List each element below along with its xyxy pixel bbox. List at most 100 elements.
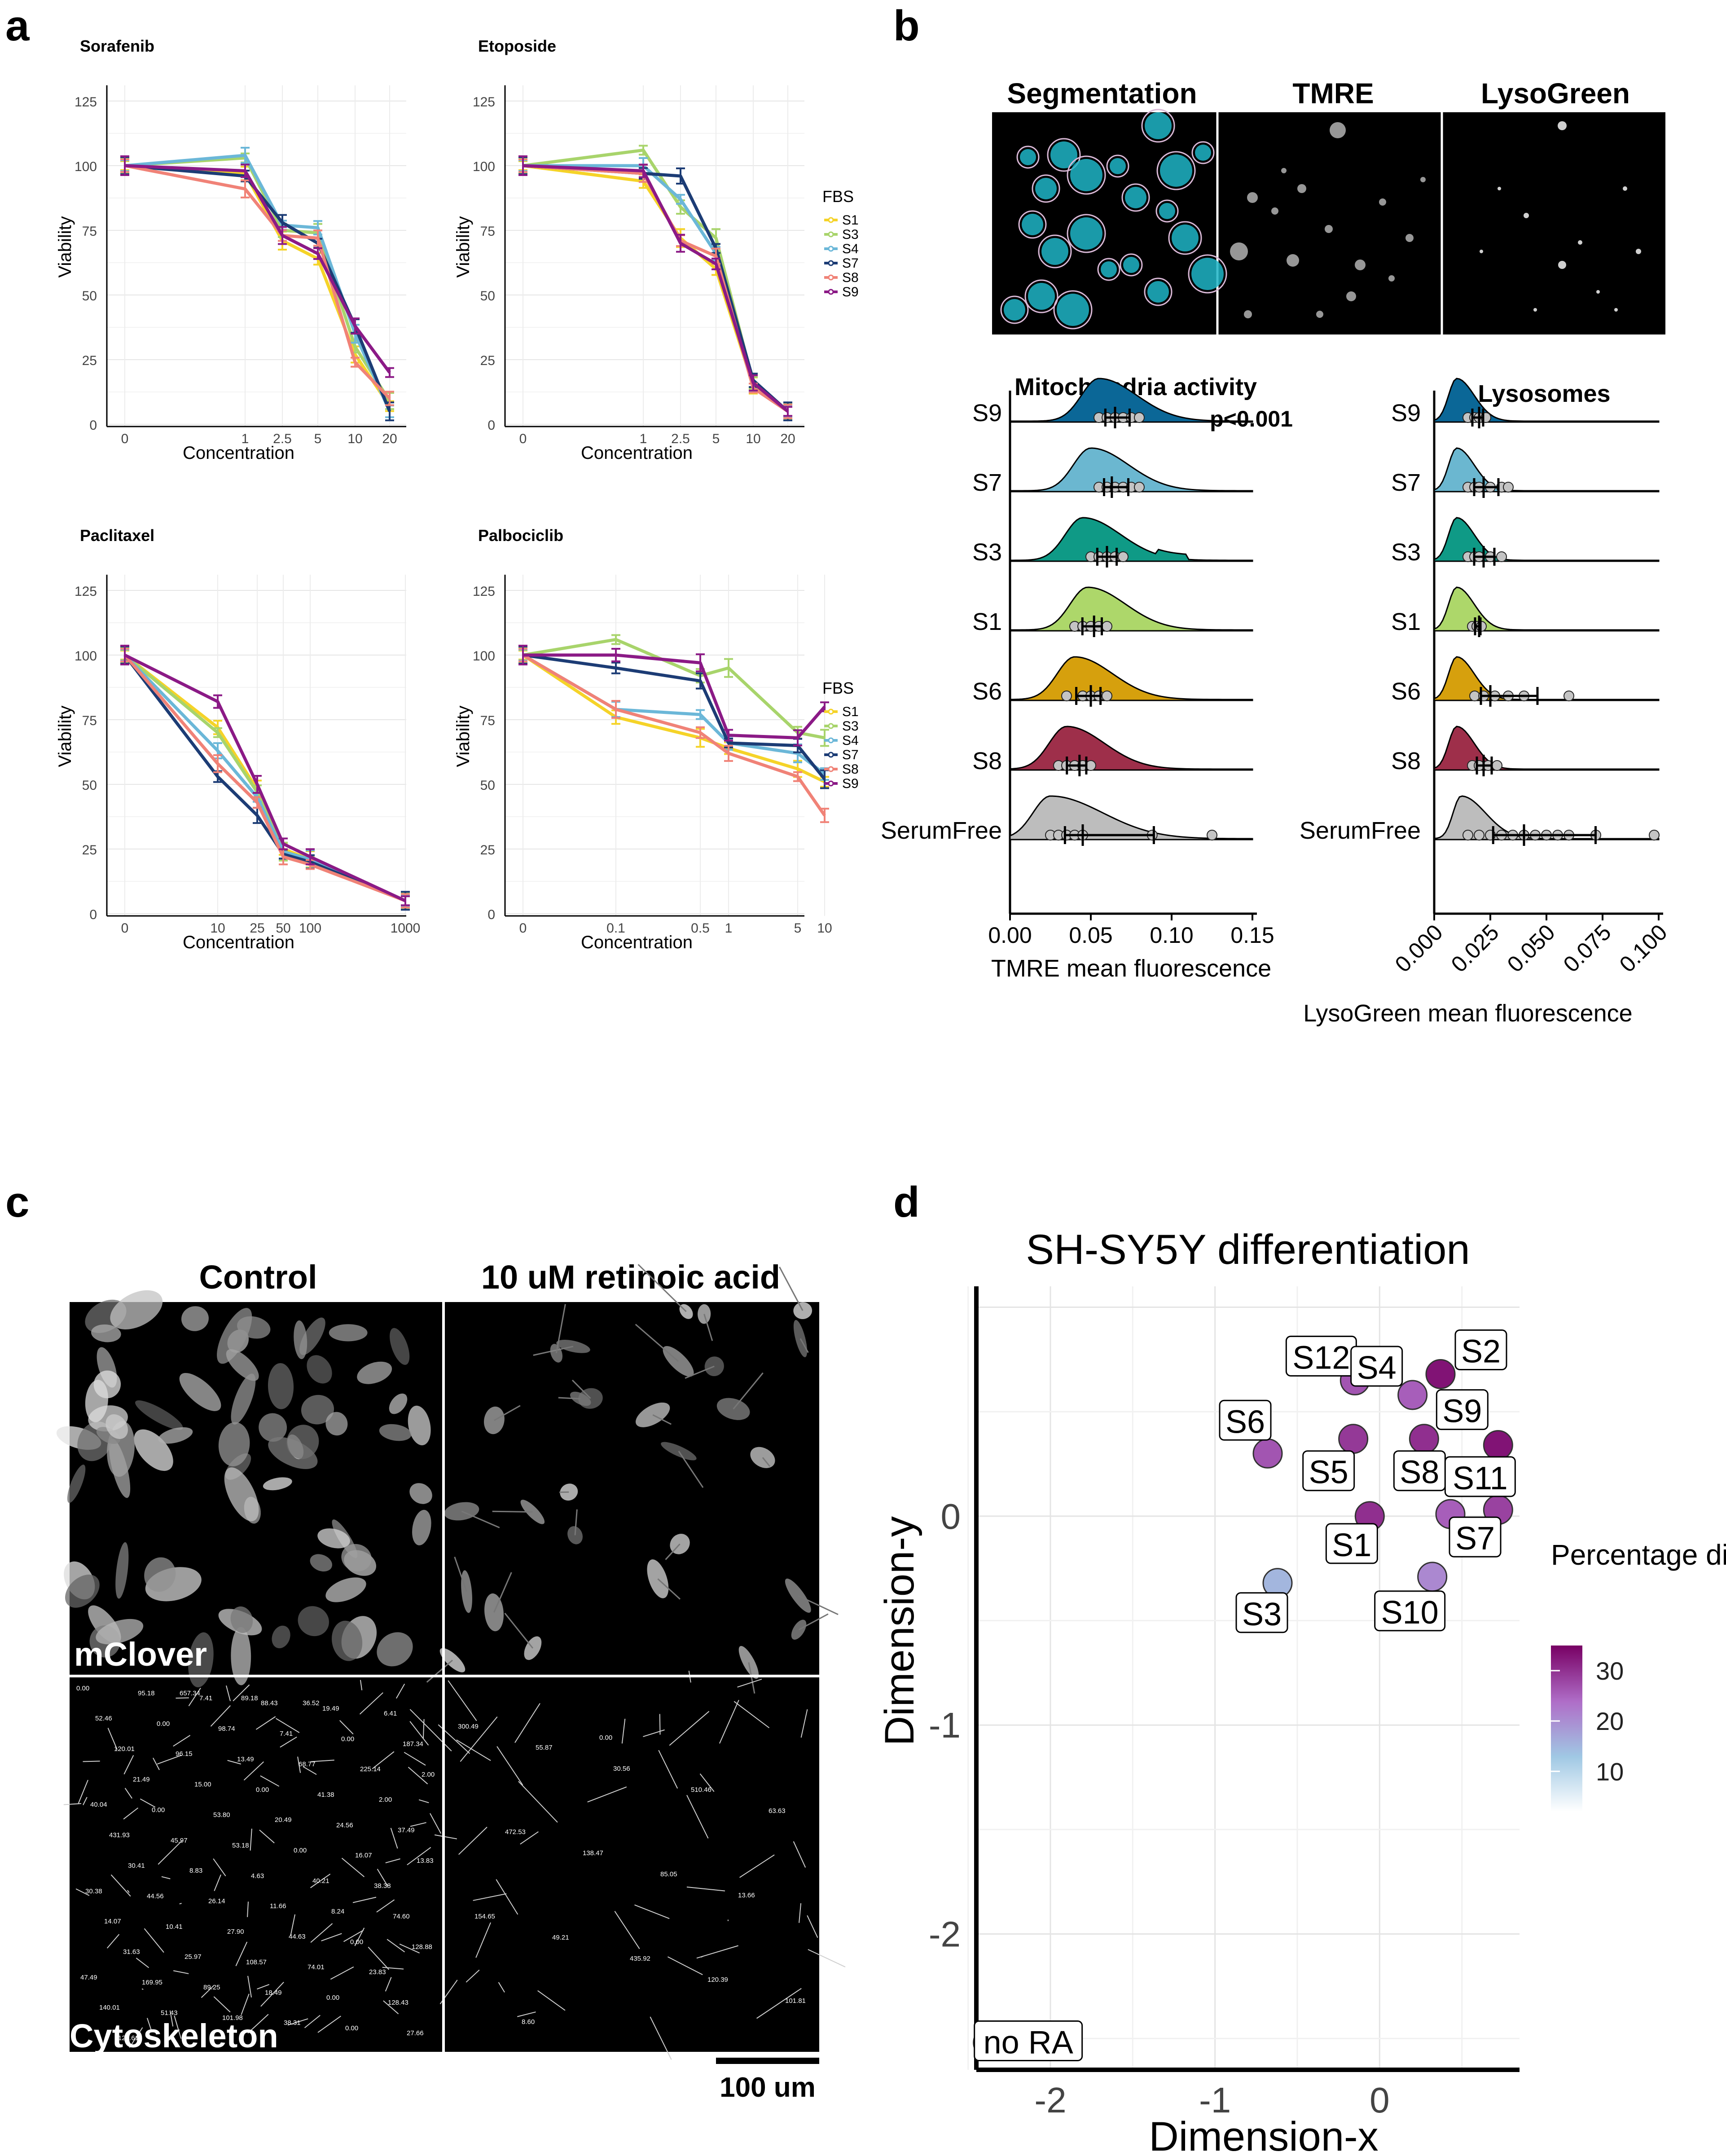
segmented-nucleus [1159, 203, 1175, 219]
skeleton-length-label: 30.41 [128, 1862, 145, 1870]
x-axis-label: Concentration [183, 933, 294, 952]
segmented-nucleus [1070, 159, 1102, 191]
skeleton-length-label: 47.49 [80, 1974, 97, 1981]
lysogreen-spot [1524, 213, 1529, 218]
y-tick-label: 50 [480, 289, 495, 304]
ridge-group-label: S1 [1391, 608, 1421, 635]
point-label: no RA [984, 2025, 1073, 2061]
mclover-cell [144, 1557, 176, 1592]
ridge-group-label: SerumFree [1300, 817, 1421, 844]
skeleton-length-label: 85.05 [660, 1870, 677, 1878]
replicate-point [1118, 551, 1129, 562]
y-axis-label: Viability [55, 705, 75, 767]
point-label: S6 [1225, 1404, 1265, 1440]
line-chart-palbociclib: Palbociclib 0 25 50 75 100 125 0 0.1 0.5 1 5 10 Conce… [453, 526, 832, 952]
skeleton-length-label: 45.97 [171, 1837, 188, 1844]
mclover-cell [325, 1412, 348, 1436]
mclover-cell [272, 1625, 290, 1649]
tmre-cell [1316, 311, 1323, 318]
image-title-tmre: TMRE [1292, 77, 1374, 110]
skeleton-segment [669, 1711, 710, 1746]
segmentation-image-panel: Segmentation TMRE LysoGreen [992, 77, 1665, 334]
legend-marker [828, 723, 834, 729]
skeleton-length-label: 37.49 [398, 1826, 415, 1834]
skeleton-segment [146, 2018, 152, 2032]
skeleton-segment [241, 1993, 250, 2015]
ridge-group-label: SerumFree [881, 817, 1002, 844]
skeleton-length-label: 96.15 [176, 1750, 193, 1758]
replicate-point [1102, 621, 1112, 632]
point-label-box [1374, 1590, 1446, 1632]
point-label: S9 [1442, 1394, 1482, 1430]
skeleton-segment [793, 1841, 806, 1868]
scatter-point-s8 [1409, 1424, 1439, 1454]
skeleton-segment [179, 1903, 182, 1905]
legend-label: S1 [842, 704, 859, 719]
skeleton-length-label: 40.04 [90, 1801, 107, 1808]
replicate-point [1492, 760, 1502, 771]
neurite [799, 1338, 809, 1353]
skeleton-segment [226, 1685, 231, 1702]
x-tick-label: 0.025 [1446, 920, 1504, 977]
neurite [494, 1405, 521, 1421]
mclover-cell [217, 1308, 252, 1364]
skeleton-length-label: 44.56 [147, 1892, 164, 1900]
lysogreen-spot [1533, 308, 1537, 312]
skeleton-segment [144, 1928, 164, 1953]
skeleton-length-label: 95.18 [138, 1690, 155, 1697]
skeleton-segment [739, 1854, 775, 1878]
skeleton-segment [287, 2018, 308, 2026]
neurite [798, 1595, 839, 1615]
skeleton-segment [756, 1988, 802, 2019]
x-tick-label: 0 [1370, 2080, 1390, 2120]
skeleton-length-label: 0.00 [76, 1685, 89, 1692]
neurite [703, 1314, 713, 1341]
skeleton-segment [123, 1755, 134, 1775]
x-tick-label: 10 [347, 431, 362, 446]
mclover-cell [439, 1648, 466, 1672]
skeleton-length-label: 24.56 [336, 1822, 353, 1829]
skeleton-length-label: 40.21 [312, 1877, 329, 1885]
neurite [678, 1451, 704, 1488]
skeleton-segment [343, 1930, 364, 1942]
mclover-cell [179, 1373, 221, 1411]
skeleton-segment [456, 1739, 491, 1761]
skeleton-length-label: 88.43 [261, 1699, 278, 1707]
skeleton-segment [127, 1890, 130, 1893]
skeleton-length-label: 44.63 [289, 1933, 306, 1940]
skeleton-length-label: 41.38 [317, 1791, 334, 1799]
mclover-cell [298, 1606, 329, 1637]
x-axis-label: LysoGreen mean fluorescence [1303, 1000, 1632, 1027]
legend-marker [828, 752, 834, 758]
neurite [748, 1662, 755, 1694]
skeleton-length-label: 169.95 [142, 1979, 162, 1986]
lysogreen-spot [1636, 249, 1641, 254]
y-tick-label: 0 [941, 1496, 961, 1536]
replicate-point [1207, 830, 1217, 840]
skeleton-segment [418, 1799, 429, 1804]
ridgeline-lysosomes: Lysosomes S9 S7 S3 S1 S6 S8 SerumFree 0.0000.025… [1300, 378, 1672, 1027]
x-tick-label: -1 [1199, 2080, 1231, 2120]
segmentation-outline [1156, 151, 1196, 190]
skeleton-segment [518, 1781, 558, 1823]
lysogreen-cells [1480, 121, 1641, 312]
y-tick-label: 75 [82, 713, 97, 728]
x-tick-label: 0 [121, 921, 129, 936]
y-tick-label: 0 [89, 418, 97, 433]
ridge-group-label: S9 [972, 400, 1002, 427]
skeleton-segment [737, 1678, 762, 1688]
skeleton-length-label: 187.34 [403, 1740, 423, 1748]
segmented-nucleus [1110, 158, 1126, 174]
skeleton-segment [83, 1797, 88, 1805]
legend-label: S8 [842, 270, 859, 285]
x-tick-label: 0 [519, 431, 527, 446]
mclover-cell [67, 1465, 86, 1503]
line-chart-paclitaxel: Paclitaxel 0 25 50 75 100 125 0 10 25 50 100 1000 Con… [55, 526, 420, 952]
skeleton-segment [460, 1716, 498, 1762]
legend-marker [828, 274, 834, 281]
skeleton-segment [473, 1893, 507, 1901]
skeleton-length-label: 18.49 [265, 1989, 282, 1997]
skeleton-length-label: 0.00 [294, 1847, 307, 1854]
ridge-group-label: S6 [972, 678, 1002, 705]
legend-marker [828, 217, 834, 223]
